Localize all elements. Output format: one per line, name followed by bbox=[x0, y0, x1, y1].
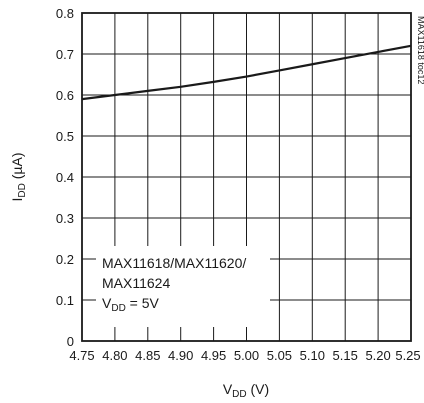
x-tick-label: 5.25 bbox=[395, 348, 420, 363]
y-axis-ticks: 0 0.1 0.2 0.3 0.4 0.5 0.6 0.7 0.8 bbox=[56, 6, 74, 349]
y-tick-label: 0.3 bbox=[56, 211, 74, 226]
x-axis-title-main: V bbox=[223, 381, 233, 397]
y-axis-title-unit: (µA) bbox=[9, 153, 25, 184]
plot-frame bbox=[81, 12, 412, 342]
supply-current-curve bbox=[81, 44, 412, 101]
x-axis-title: VDD (V) bbox=[223, 381, 269, 400]
y-axis-title: IDD (µA) bbox=[9, 153, 28, 202]
annotation-line-2: MAX11624 bbox=[102, 275, 170, 291]
annotation-vdd-sub: DD bbox=[111, 303, 125, 314]
y-tick-label: 0.4 bbox=[56, 170, 74, 185]
x-tick-label: 5.20 bbox=[365, 348, 390, 363]
x-tick-label: 4.90 bbox=[168, 348, 193, 363]
y-tick-label: 0.5 bbox=[56, 129, 74, 144]
figure-id-label: MAX11618 toc12 bbox=[416, 16, 424, 84]
x-tick-label: 5.00 bbox=[234, 348, 259, 363]
y-tick-label: 0.7 bbox=[56, 47, 74, 62]
annotation-line-1: MAX11618/MAX11620/ bbox=[102, 255, 246, 271]
x-axis-ticks: 4.75 4.80 4.85 4.90 4.95 5.00 5.05 5.10 5.15 5.20… bbox=[69, 348, 420, 363]
x-tick-label: 4.80 bbox=[102, 348, 127, 363]
x-tick-label: 4.95 bbox=[201, 348, 226, 363]
annotation-background bbox=[96, 246, 270, 327]
x-tick-label: 5.15 bbox=[333, 348, 358, 363]
y-tick-label: 0.1 bbox=[56, 293, 74, 308]
y-tick-label: 0.6 bbox=[56, 88, 74, 103]
y-axis-title-sub: DD bbox=[17, 183, 28, 197]
annotation-vdd-value: = 5V bbox=[126, 295, 160, 311]
x-tick-label: 5.05 bbox=[267, 348, 292, 363]
x-tick-label: 4.85 bbox=[135, 348, 160, 363]
x-axis-title-sub: DD bbox=[232, 389, 246, 400]
x-tick-label: 5.10 bbox=[300, 348, 325, 363]
y-tick-label: 0.8 bbox=[56, 6, 74, 21]
annotation-vdd-main: V bbox=[102, 295, 112, 311]
y-axis-title-main: I bbox=[9, 198, 25, 202]
annotation-line-3: VDD = 5V bbox=[102, 295, 160, 314]
y-tick-label: 0 bbox=[67, 334, 74, 349]
y-tick-label: 0.2 bbox=[56, 252, 74, 267]
x-tick-label: 4.75 bbox=[69, 348, 94, 363]
x-axis-title-unit: (V) bbox=[247, 381, 270, 397]
